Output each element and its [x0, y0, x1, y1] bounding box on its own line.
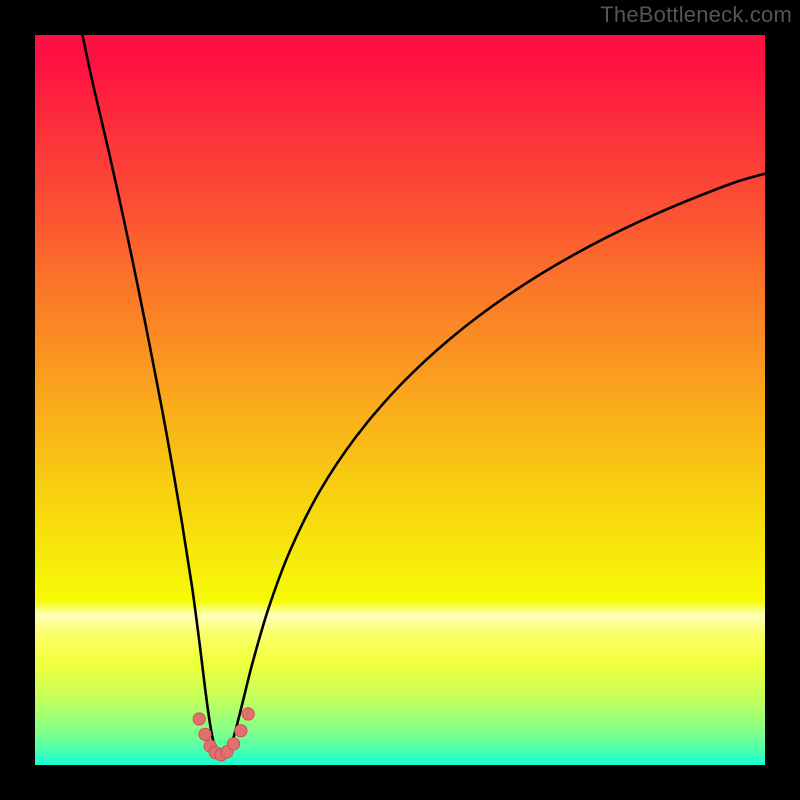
plot-background	[35, 35, 765, 765]
chart-stage: TheBottleneck.com	[0, 0, 800, 800]
curve-marker	[242, 708, 254, 720]
chart-svg	[0, 0, 800, 800]
curve-marker	[193, 713, 205, 725]
curve-marker	[199, 728, 211, 740]
curve-marker	[227, 738, 239, 750]
watermark-text: TheBottleneck.com	[600, 2, 792, 28]
curve-marker	[235, 724, 247, 736]
